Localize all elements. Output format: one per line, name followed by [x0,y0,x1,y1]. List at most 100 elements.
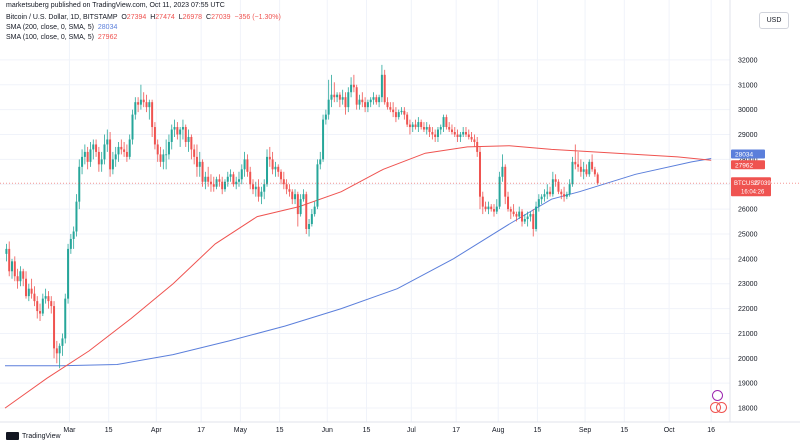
candle-body [366,102,369,108]
sma100-legend-value: 27962 [97,34,118,41]
candle-body [257,186,260,197]
candle-body [22,271,25,279]
candle-body [11,261,14,272]
candle-body [246,159,249,172]
candle-body [36,301,39,312]
candle-body [308,224,311,229]
candle-body [64,298,67,339]
price-tick-label: 22000 [738,306,758,313]
candle-body [462,132,465,135]
events-icon-2[interactable] [716,402,727,413]
candle-body [411,124,414,128]
candle-body [408,124,411,128]
currency-button[interactable]: USD [759,12,789,29]
sma200-legend[interactable]: SMA (200, close, 0, SMA, 5) 28034 [6,23,117,32]
candle-body [237,179,240,182]
candle-body [375,97,378,103]
candle-body [565,194,568,197]
time-tick-label: 15 [363,427,371,434]
candle-body [139,99,142,105]
candle-body [83,151,86,157]
candle-body [400,110,403,113]
candle-body [302,194,305,200]
candle-body [285,184,288,190]
candle-body [159,154,162,162]
candle-body [114,154,117,160]
candle-body [372,97,375,100]
candle-body [504,166,507,197]
candle-body [111,159,114,170]
candle-body [153,127,156,145]
candle-body [501,166,504,177]
price-tick-label: 20000 [738,356,758,363]
candle-body [344,97,347,108]
candle-body [100,159,103,165]
candle-body [266,156,269,185]
candle-body [81,156,84,167]
candle-body [478,151,481,197]
candle-body [591,161,594,170]
time-tick-label: 15 [534,427,542,434]
candle-body [128,139,131,157]
candle-body [394,112,397,118]
price-tick-label: 32000 [738,57,758,64]
candle-body [529,214,532,217]
candle-body [484,206,487,210]
candle-body [173,127,176,130]
ohlc-open: 27394 [126,14,147,21]
candle-body [195,156,198,167]
candle-body [212,184,215,187]
symbol-info: Bitcoin / U.S. Dollar, 1D, BITSTAMP O273… [6,13,281,22]
candle-body [33,293,36,302]
candle-body [526,216,529,220]
sma100-series [4,145,712,409]
candle-body [434,134,437,137]
candle-body [55,348,58,354]
candle-body [190,136,193,150]
candle-body [537,199,540,207]
price-tick-label: 30000 [738,107,758,114]
candle-body [223,181,226,190]
ohlc-low: 26978 [182,14,203,21]
candle-body [184,127,187,142]
candle-body [330,94,333,100]
candle-body [487,206,490,210]
tradingview-logo[interactable]: TradingView [6,432,61,440]
candle-body [198,161,201,167]
candle-body [263,184,266,192]
candle-body [383,74,386,103]
candle-body [232,174,235,185]
time-axis: Mar 15 Apr 17 May 15 Jun 15 Jul 17 Aug 15 Sep 15 Oct 16 [63,427,715,434]
candle-body [336,94,339,98]
time-tick-label: Jul [407,427,416,434]
candle-body [361,99,364,103]
candle-body [355,87,358,105]
candle-body [103,144,106,160]
ohlc-high-label: H [150,14,156,21]
candle-body [294,194,297,200]
candle-body [288,189,291,192]
candle-body [313,206,316,215]
time-tick-label: 15 [105,427,113,434]
candle-body [254,186,257,190]
sma100-legend[interactable]: SMA (100, close, 0, SMA, 5) 27962 [6,33,117,42]
candle-body [106,139,109,145]
time-tick-label: Aug [492,427,505,434]
candle-body [425,127,428,130]
candle-body [44,296,47,299]
sma100-axis-label: 27962 [735,162,753,169]
lightning-icon[interactable] [712,390,723,401]
candle-body [310,214,313,225]
candle-body [134,102,137,115]
price-tick-label: 25000 [738,231,758,238]
candle-body [464,132,467,135]
price-tick-label: 26000 [738,207,758,214]
candle-body [16,276,19,282]
candle-body [221,181,224,190]
price-tick-label: 29000 [738,132,758,139]
candle-body [347,92,350,108]
candle-body [131,114,134,140]
sma200-legend-label: SMA (200, close, 0, SMA, 5) [6,24,94,31]
candle-body [378,97,381,103]
